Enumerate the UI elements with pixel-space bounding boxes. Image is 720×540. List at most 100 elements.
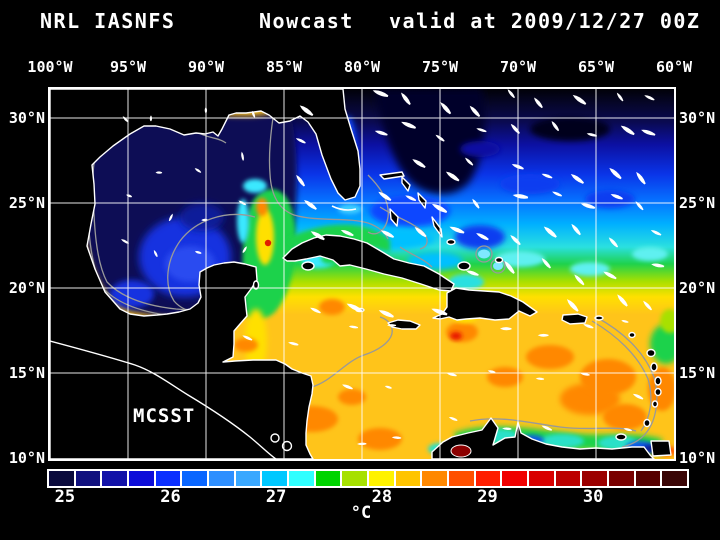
sst-map-image: [50, 89, 674, 459]
lat-label-left: 30°N: [8, 109, 45, 127]
trinidad-land: [650, 440, 672, 457]
wind-arrow: [296, 174, 306, 187]
lon-label: 85°W: [265, 58, 303, 76]
wind-arrow: [194, 168, 202, 173]
wind-arrow: [651, 263, 665, 268]
wind-arrow: [586, 133, 597, 137]
wind-arrow: [435, 134, 445, 142]
wind-arrow: [121, 239, 129, 244]
wind-arrow: [310, 307, 321, 314]
colorbar-cell: [609, 471, 634, 486]
wind-arrow: [238, 200, 246, 206]
colorbar-tick-label: 26: [160, 487, 181, 507]
wind-arrow: [194, 251, 202, 254]
colorbar-tick-label: 28: [371, 487, 393, 507]
abaco-land: [401, 176, 411, 192]
wind-arrow: [380, 230, 395, 238]
wind-arrow: [251, 110, 256, 118]
colorbar-cell: [662, 471, 688, 486]
lat-label-right: 10°N: [679, 449, 716, 467]
colorbar-cell: [502, 471, 528, 486]
wind-arrow: [168, 213, 173, 222]
wind-arrow: [242, 246, 247, 253]
title-valid-time: valid at 2009/12/27 00Z: [389, 9, 701, 33]
lon-label: 95°W: [109, 58, 147, 76]
wind-arrow: [580, 372, 590, 376]
lat-label-right: 30°N: [679, 109, 716, 127]
lat-label-left: 25°N: [8, 194, 45, 212]
colorbar-cell: [422, 471, 448, 486]
wind-arrow: [122, 116, 129, 123]
wind-arrow: [574, 274, 585, 286]
map-frame: [48, 87, 676, 461]
grenada-land: [643, 418, 651, 428]
lon-label: 80°W: [343, 58, 381, 76]
sst-colorbar: [47, 469, 689, 488]
shallow-banks: [478, 249, 503, 270]
colorbar-tick-label: 25: [54, 487, 76, 507]
lon-label: 75°W: [421, 58, 459, 76]
colorbar-cell: [155, 471, 181, 486]
wind-arrow: [487, 370, 496, 373]
wind-arrow: [572, 94, 587, 105]
cozumel-land: [252, 280, 260, 290]
wind-arrow: [537, 333, 549, 337]
wind-arrow: [446, 372, 457, 377]
colorbar-cell: [129, 471, 154, 486]
florida-keys: [331, 205, 357, 211]
wind-arrow: [641, 129, 656, 136]
colorbar-cell: [369, 471, 394, 486]
lat-label-right: 15°N: [679, 364, 716, 382]
wind-arrow: [204, 107, 208, 114]
wind-arrow: [384, 385, 392, 389]
lat-label-left: 20°N: [8, 279, 45, 297]
wind-arrow: [566, 299, 579, 312]
wind-arrow: [500, 327, 512, 331]
colorbar-cell: [395, 471, 421, 486]
wind-arrow: [153, 250, 158, 258]
wind-arrow: [609, 167, 622, 180]
wind-arrow: [476, 128, 487, 133]
wind-arrow: [346, 303, 363, 312]
wind-arrow: [643, 300, 652, 311]
wind-arrow: [552, 191, 563, 197]
wind-arrow: [295, 138, 306, 144]
wind-arrow: [541, 258, 551, 269]
south-america-land: [431, 417, 655, 459]
colorbar-cell: [49, 471, 74, 486]
wind-arrow: [466, 270, 479, 276]
crooked-island-land: [446, 238, 456, 246]
guadeloupe-land: [646, 348, 656, 358]
colorbar-cell: [582, 471, 608, 486]
wind-arrow: [472, 198, 480, 209]
wind-arrow: [476, 233, 489, 241]
wind-arrow: [636, 171, 646, 185]
wind-arrow: [387, 324, 397, 327]
wind-arrow: [378, 310, 394, 318]
wind-arrow: [374, 130, 388, 136]
margarita-land: [615, 433, 627, 441]
colorbar-tick-label: 29: [477, 487, 498, 507]
wind-arrow: [401, 121, 416, 129]
wind-arrow: [543, 226, 557, 238]
lake-maracaibo-hotspot: [450, 444, 472, 458]
lat-label-right: 20°N: [679, 279, 716, 297]
wind-arrow: [534, 97, 543, 109]
dominica-land: [650, 362, 658, 372]
mcsst-label: MCSST: [133, 405, 196, 427]
colorbar-cell: [529, 471, 554, 486]
wind-arrow: [126, 194, 133, 198]
wind-arrow: [610, 194, 623, 200]
wind-arrow: [502, 427, 512, 430]
virgin-islands-land: [594, 315, 604, 321]
inagua-land: [457, 261, 471, 271]
wind-arrow: [632, 393, 644, 400]
wind-arrow: [432, 204, 448, 213]
wind-arrow: [342, 384, 353, 390]
wind-arrow: [469, 105, 481, 117]
wind-arrow: [603, 271, 617, 280]
wind-arrow: [201, 218, 208, 222]
wind-arrow: [635, 201, 644, 211]
grand-bahama-land: [379, 171, 405, 180]
